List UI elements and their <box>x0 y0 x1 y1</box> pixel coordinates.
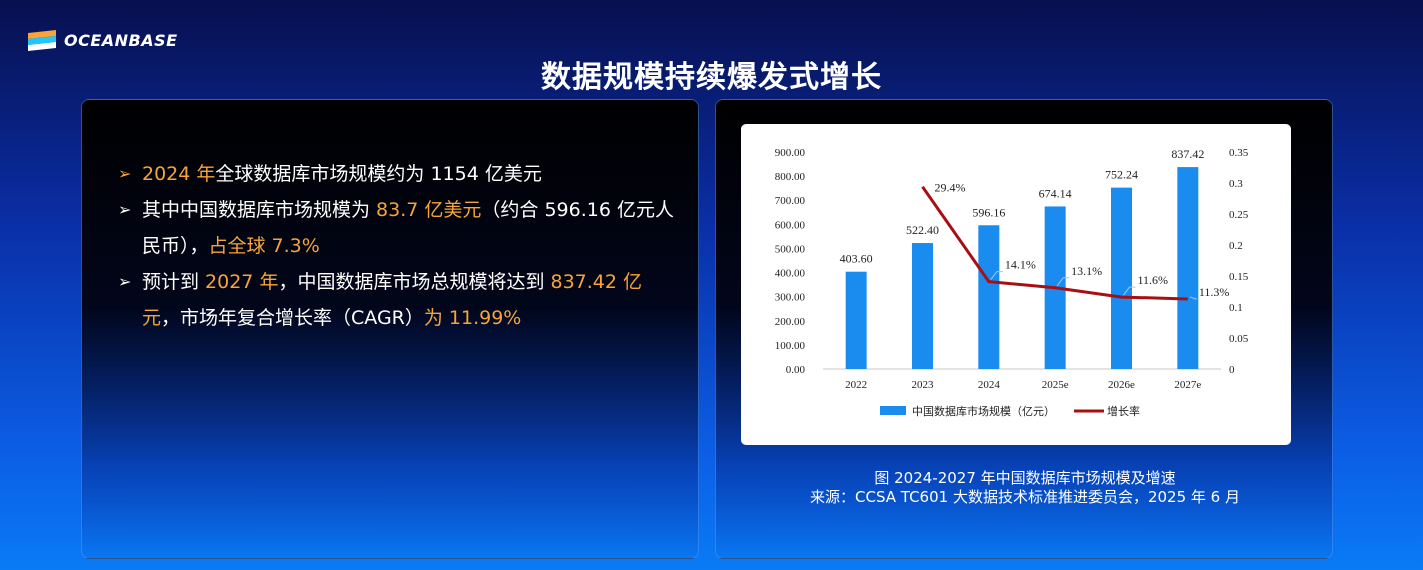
bullet-text: ，市场年复合增长率（CAGR） <box>161 307 424 329</box>
y-left-tick-label: 500.00 <box>775 243 806 255</box>
y-left-tick-label: 100.00 <box>775 340 806 352</box>
y-right-tick-label: 0.3 <box>1229 178 1243 190</box>
chart-caption: 图 2024-2027 年中国数据库市场规模及增速 来源：CCSA TC601 … <box>716 469 1334 507</box>
bar-data-label: 837.42 <box>1171 147 1204 161</box>
highlight-text: 83.7 亿美元 <box>376 199 482 221</box>
page-title: 数据规模持续爆发式增长 <box>541 60 882 95</box>
line-data-label: 11.6% <box>1138 273 1169 287</box>
bar-data-label: 596.16 <box>972 205 1005 219</box>
caption-source: 来源：CCSA TC601 大数据技术标准推进委员会，2025 年 6 月 <box>810 488 1240 506</box>
bullet-item: ➢ 预计到 2027 年，中国数据库市场总规模将达到 837.42 亿元，市场年复… <box>118 264 678 336</box>
bullet-text: 预计到 <box>142 271 206 293</box>
y-right-tick-label: 0.2 <box>1229 240 1243 252</box>
y-left-tick-label: 200.00 <box>775 316 806 328</box>
line-data-label: 13.1% <box>1071 264 1102 278</box>
bar <box>912 243 933 369</box>
highlight-text: 837.42 亿元 <box>142 271 643 329</box>
y-right-tick-label: 0.35 <box>1229 147 1249 159</box>
bar-line-chart: 0.00 100.00 200.00 300.00 400.00 500.00 600.00… <box>775 147 1249 418</box>
legend-bar-label: 中国数据库市场规模（亿元） <box>912 404 1055 418</box>
x-tick-label: 2027e <box>1174 379 1201 391</box>
y-left-tick-label: 900.00 <box>775 147 806 159</box>
highlight-text: 2024 年 <box>142 163 216 185</box>
highlight-text: 为 11.99% <box>423 307 522 329</box>
y-left-tick-label: 600.00 <box>775 219 806 231</box>
legend-bar-swatch <box>880 406 906 415</box>
highlight-text: 占全球 7.3% <box>208 235 320 257</box>
growth-rate-line <box>921 185 1188 301</box>
brand-logo: OCEANBASE <box>26 28 178 52</box>
arrow-bullet-icon: ➢ <box>118 200 132 219</box>
bullet-text: （约合 596.16 亿元人民币）， <box>142 199 674 257</box>
x-tick-label: 2024 <box>978 379 1001 391</box>
bar-data-label: 522.40 <box>906 223 939 237</box>
line-data-label: 11.3% <box>1199 285 1230 299</box>
chart-panel: 0.00 100.00 200.00 300.00 400.00 500.00 600.00… <box>715 99 1333 559</box>
x-tick-label: 2025e <box>1042 379 1069 391</box>
data-label-leader <box>1123 286 1136 296</box>
bullet-list: ➢ 2024 年全球数据库市场规模约为 1154 亿美元 ➢ 其中中国数据库市场规模为… <box>118 156 678 336</box>
x-tick-label: 2026e <box>1108 379 1135 391</box>
bullet-item: ➢ 2024 年全球数据库市场规模约为 1154 亿美元 <box>118 156 678 192</box>
bar <box>1111 187 1132 369</box>
y-left-tick-label: 300.00 <box>775 292 806 304</box>
y-right-tick-label: 0.15 <box>1229 271 1249 283</box>
y-right-tick-label: 0.05 <box>1229 333 1249 345</box>
brand-name: OCEANBASE <box>64 30 178 50</box>
bar-data-label: 403.60 <box>840 252 873 266</box>
data-label-leader <box>1189 296 1197 300</box>
legend-line-label: 增长率 <box>1107 404 1140 418</box>
highlight-text: 2027 年 <box>205 271 279 293</box>
line-data-label: 29.4% <box>935 181 966 195</box>
bar <box>1177 167 1199 369</box>
arrow-bullet-icon: ➢ <box>118 272 132 291</box>
arrow-bullet-icon: ➢ <box>118 164 132 183</box>
line-data-label: 14.1% <box>1005 258 1036 272</box>
data-label-leader <box>990 271 1003 280</box>
bar <box>845 271 867 369</box>
y-right-tick-label: 0.25 <box>1229 209 1249 221</box>
y-left-tick-label: 800.00 <box>775 171 806 183</box>
x-tick-label: 2023 <box>912 379 935 391</box>
data-label-leader <box>1056 277 1070 287</box>
bullet-text: 其中中国数据库市场规模为 <box>142 199 377 221</box>
bar-data-label: 674.14 <box>1039 186 1072 200</box>
y-right-tick-label: 0.1 <box>1229 302 1243 314</box>
text-panel: ➢ 2024 年全球数据库市场规模约为 1154 亿美元 ➢ 其中中国数据库市场规模为… <box>81 99 699 559</box>
y-left-tick-label: 700.00 <box>775 195 806 207</box>
chart-card: 0.00 100.00 200.00 300.00 400.00 500.00 600.00… <box>741 124 1291 445</box>
oceanbase-logo-icon <box>26 29 60 51</box>
bar-data-label: 752.24 <box>1105 168 1138 182</box>
y-left-tick-label: 0.00 <box>786 364 806 376</box>
bullet-item: ➢ 其中中国数据库市场规模为 83.7 亿美元（约合 596.16 亿元人民币），… <box>118 192 678 264</box>
y-right-tick-label: 0 <box>1229 364 1235 376</box>
x-tick-label: 2022 <box>845 379 867 391</box>
y-left-tick-label: 400.00 <box>775 268 806 280</box>
bullet-text: ，中国数据库市场总规模将达到 <box>278 271 551 293</box>
bullet-text: 全球数据库市场规模约为 1154 亿美元 <box>215 163 542 185</box>
caption-title: 图 2024-2027 年中国数据库市场规模及增速 <box>874 469 1176 487</box>
bar <box>978 225 1000 369</box>
